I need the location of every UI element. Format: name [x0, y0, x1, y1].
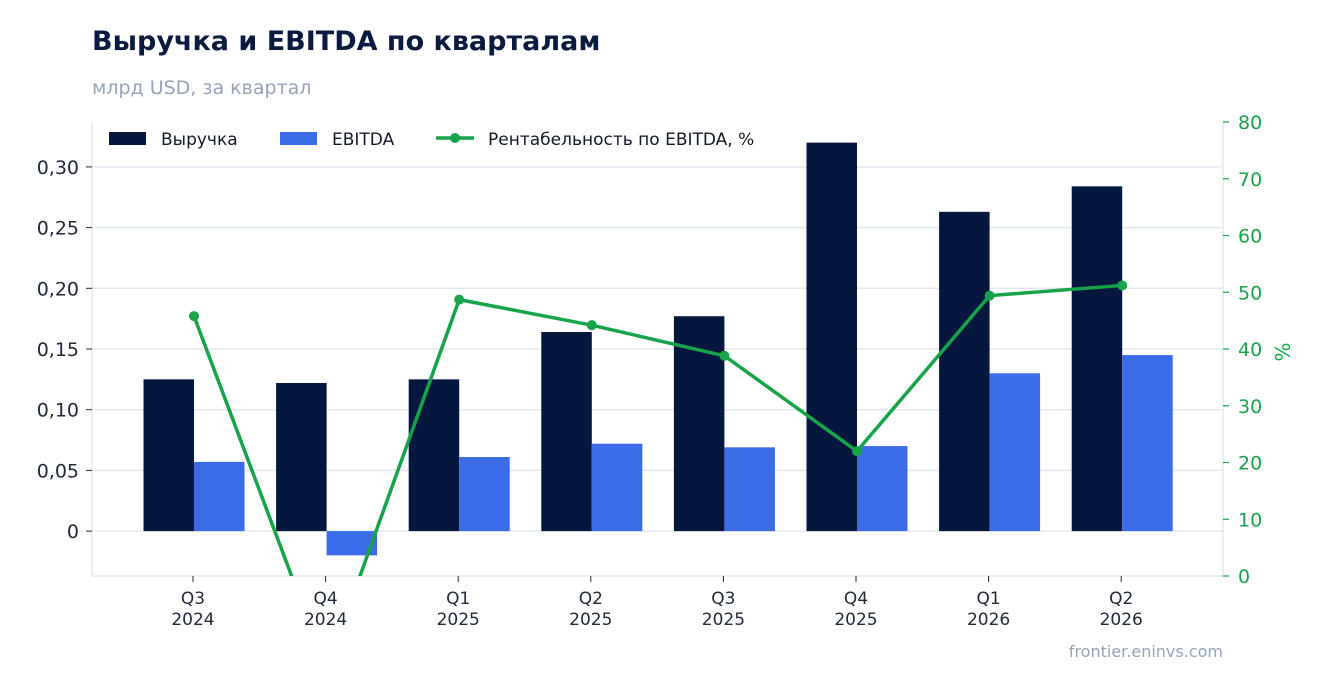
bar-revenue: [276, 382, 327, 532]
margin-point: [852, 446, 862, 457]
bar-revenue: [408, 379, 460, 532]
legend: Выручка EBITDA Рентабельность по EBITDA, %: [109, 130, 754, 150]
x-tick-label-quarter: Q1: [976, 589, 1000, 609]
x-tick-label-year: 2025: [569, 610, 612, 630]
bar-ebitda: [459, 457, 510, 532]
legend-label: EBITDA: [332, 130, 395, 150]
right-tick-label: 20: [1238, 453, 1262, 475]
right-axis-label: %: [1271, 342, 1295, 361]
margin-point: [586, 320, 597, 331]
margin-point: [719, 350, 730, 361]
x-tick-label-year: 2025: [702, 610, 745, 630]
margin-point: [454, 294, 465, 305]
chart-subtitle: млрд USD, за квартал: [92, 77, 312, 99]
x-tick-label-year: 2024: [304, 610, 347, 630]
bar-ebitda: [591, 443, 643, 532]
right-tick-label: 0: [1238, 566, 1250, 588]
bar-ebitda: [989, 373, 1041, 532]
left-tick-label: 0,10: [37, 400, 79, 422]
left-tick-label: 0,15: [37, 339, 79, 361]
bars: [143, 142, 1173, 556]
left-tick-label: 0: [67, 521, 79, 543]
legend-label: Выручка: [161, 130, 238, 150]
right-tick-label: 70: [1238, 169, 1262, 191]
x-tick-label-quarter: Q2: [579, 589, 603, 609]
x-tick-label-year: 2026: [1100, 610, 1143, 630]
legend-marker: [450, 133, 460, 143]
x-tick-label-year: 2025: [437, 610, 480, 630]
margin-point: [322, 664, 332, 674]
x-tick-label-quarter: Q3: [711, 589, 735, 609]
bar-revenue: [806, 142, 857, 532]
x-tick-label-quarter: Q4: [313, 589, 337, 609]
right-tick-label: 80: [1238, 112, 1262, 134]
bar-ebitda: [857, 446, 908, 532]
legend-swatch: [109, 132, 146, 145]
margin-line-path: [192, 283, 1123, 576]
right-tick-label: 10: [1238, 509, 1262, 531]
bar-ebitda: [724, 447, 775, 532]
margin-point: [1117, 280, 1128, 291]
right-tick-label: 50: [1238, 282, 1262, 304]
source-label: frontier.eninvs.com: [1068, 642, 1223, 661]
right-tick-label: 30: [1238, 396, 1262, 418]
x-tick-label-year: 2024: [171, 610, 214, 630]
axes: [86, 121, 1229, 582]
bar-ebitda: [194, 461, 245, 532]
margin-line: [189, 280, 1128, 674]
x-tick-label-quarter: Q4: [844, 589, 868, 609]
margin-point: [189, 311, 199, 322]
bar-revenue: [541, 332, 592, 532]
x-tick-label-quarter: Q1: [446, 589, 470, 609]
margin-point: [984, 290, 995, 301]
chart-title: Выручка и EBITDA по кварталам: [92, 26, 601, 57]
legend-label: Рентабельность по EBITDA, %: [488, 130, 754, 150]
x-tick-label-quarter: Q2: [1109, 589, 1133, 609]
bar-revenue: [1071, 186, 1123, 532]
grid-lines: [92, 166, 1223, 532]
bar-ebitda: [1122, 355, 1173, 532]
bar-revenue: [673, 316, 725, 532]
left-tick-label: 0,20: [37, 278, 79, 300]
left-tick-label: 0,25: [37, 218, 79, 240]
tick-labels: 0 0,05 0,10 0,15 0,20 0,25 0,30 0 10 20 30 40 50 60 70…: [37, 112, 1295, 630]
legend-swatch: [280, 132, 317, 145]
bar-revenue: [939, 211, 990, 532]
right-tick-label: 40: [1238, 339, 1262, 361]
x-tick-label-year: 2025: [834, 610, 877, 630]
left-tick-label: 0,05: [37, 460, 79, 482]
right-tick-label: 60: [1238, 226, 1262, 248]
x-tick-label-year: 2026: [967, 610, 1010, 630]
x-tick-label-quarter: Q3: [181, 589, 205, 609]
left-tick-label: 0,30: [37, 157, 79, 179]
bar-revenue: [143, 379, 194, 532]
